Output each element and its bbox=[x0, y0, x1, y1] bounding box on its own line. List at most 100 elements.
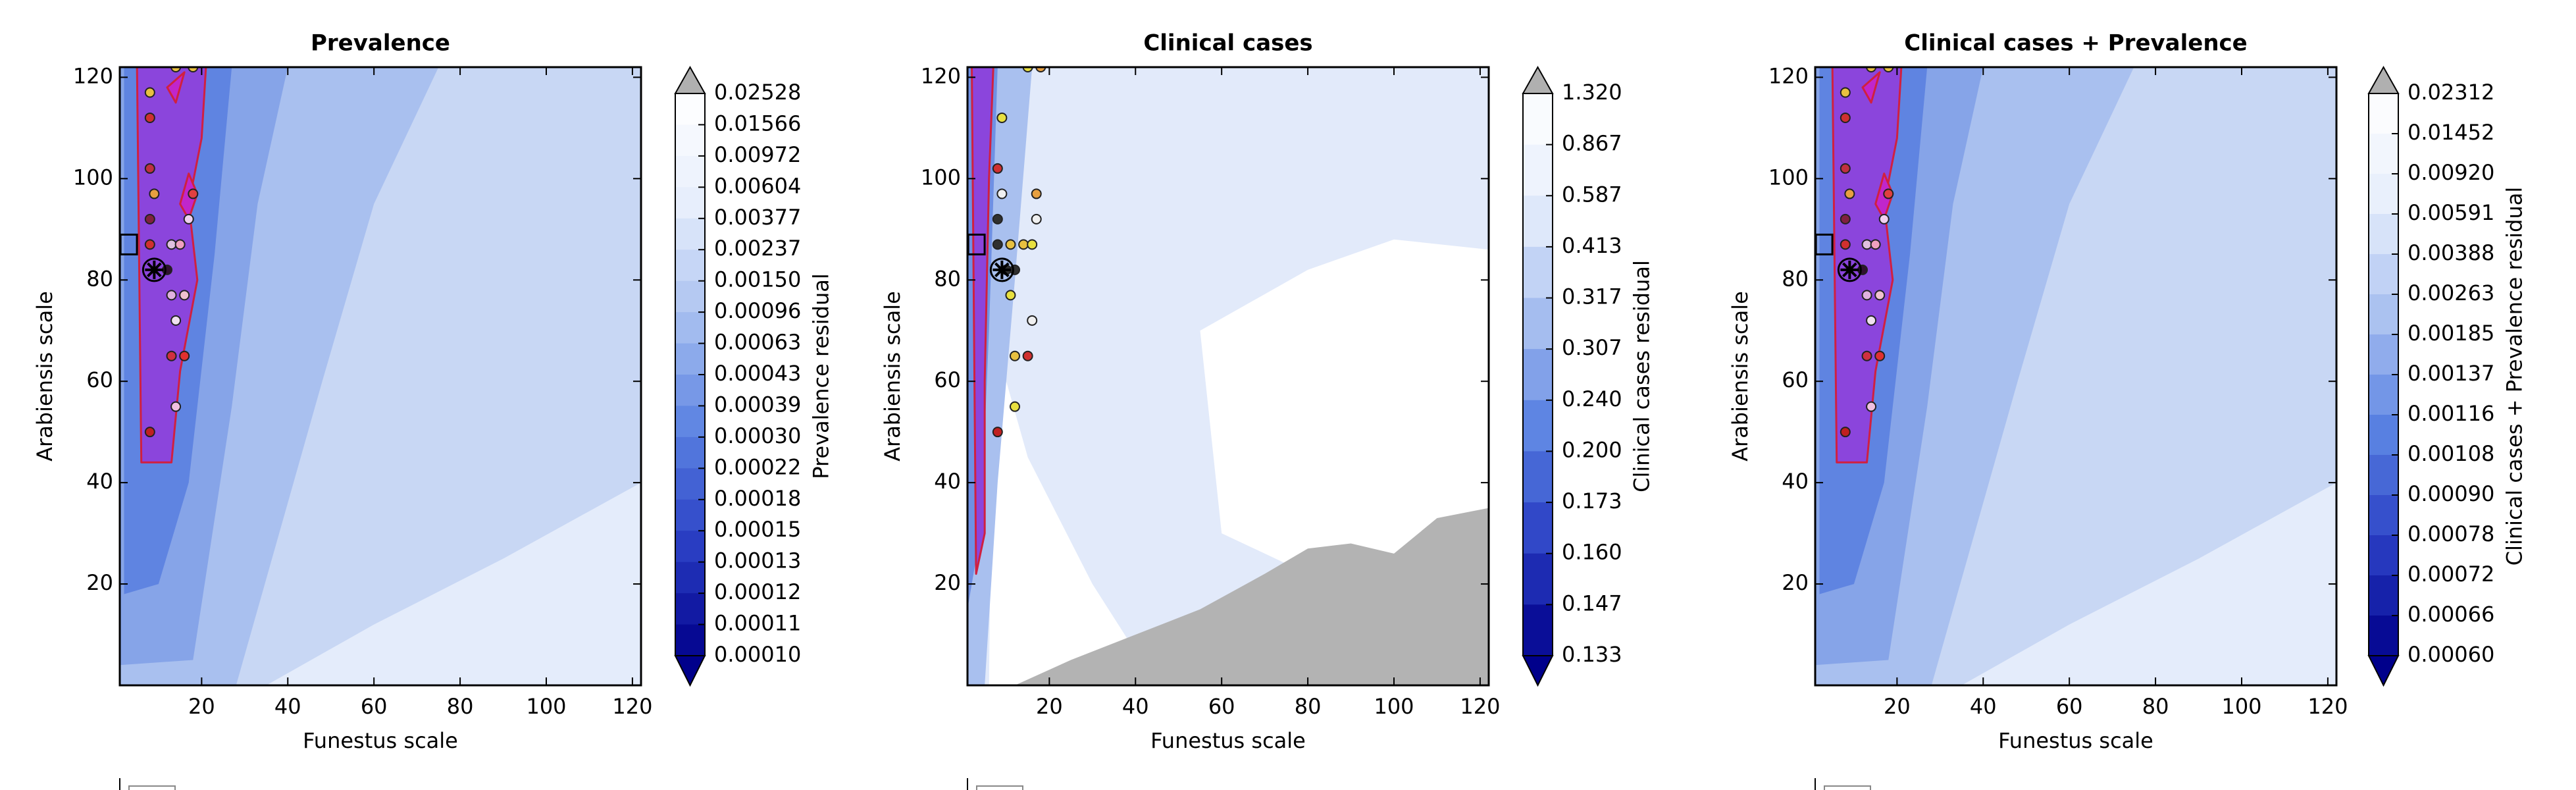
contour-layer bbox=[120, 67, 641, 685]
best-fit-spoke bbox=[147, 262, 162, 278]
sample-point bbox=[144, 213, 155, 224]
colorbar-band bbox=[1523, 502, 1553, 554]
sample-point bbox=[1010, 350, 1020, 361]
colorbar-label: Clinical cases + Prevalence residual bbox=[2502, 187, 2527, 566]
colorbar-band bbox=[1523, 93, 1553, 145]
x-tick-label: 40 bbox=[1970, 694, 1997, 719]
x-tick-label: 40 bbox=[274, 694, 301, 719]
y-tick-label: 20 bbox=[1782, 570, 1809, 595]
sample-point bbox=[1031, 188, 1042, 199]
sample-point bbox=[1840, 427, 1851, 438]
x-axis-label: Funestus scale bbox=[1998, 728, 2153, 753]
y-tick-label: 60 bbox=[1782, 367, 1809, 392]
best-fit-marker bbox=[989, 257, 1014, 282]
sample-point bbox=[1027, 315, 1038, 326]
sample-point bbox=[1018, 239, 1029, 250]
plot-frame bbox=[118, 66, 642, 687]
sample-point bbox=[144, 239, 155, 250]
colorbar-band bbox=[1523, 400, 1553, 452]
sample-point bbox=[1870, 239, 1881, 250]
colorbar-band bbox=[675, 250, 705, 282]
y-axis-label: Arabiensis scale bbox=[32, 291, 57, 461]
colorbar-band bbox=[2369, 254, 2398, 295]
x-tick-label: 80 bbox=[1295, 694, 1322, 719]
colorbar-tick-label: 0.00012 bbox=[714, 579, 801, 604]
colorbar-band bbox=[1523, 196, 1553, 248]
y-tick-label: 20 bbox=[86, 570, 113, 595]
contour-region bbox=[971, 67, 994, 575]
colorbar-band bbox=[1523, 604, 1553, 656]
x-tick-label: 100 bbox=[526, 694, 566, 719]
colorbar-tick-label: 0.00072 bbox=[2408, 562, 2494, 587]
colorbar-over bbox=[1522, 65, 1554, 94]
colorbar-tick-label: 0.317 bbox=[1562, 284, 1622, 309]
sample-point bbox=[1035, 67, 1046, 72]
sample-point bbox=[1883, 67, 1894, 72]
x-tick-label: 40 bbox=[1122, 694, 1149, 719]
sample-point bbox=[996, 112, 1008, 123]
colorbar-tick-label: 0.00108 bbox=[2408, 441, 2494, 466]
best-fit-marker bbox=[1837, 257, 1862, 282]
colorbar-band bbox=[675, 562, 705, 594]
colorbar-tick-label: 0.01566 bbox=[714, 111, 801, 136]
colorbar-band bbox=[675, 624, 705, 656]
colorbar-tick-label: 0.00591 bbox=[2408, 200, 2494, 225]
sample-point bbox=[992, 427, 1003, 438]
colorbar-tick-label: 0.02528 bbox=[714, 80, 801, 105]
colorbar-under bbox=[674, 655, 706, 687]
colorbar-band bbox=[2369, 134, 2398, 174]
legend-swatch bbox=[976, 785, 1023, 790]
colorbar-band bbox=[1523, 246, 1553, 299]
x-axis-label: Funestus scale bbox=[1150, 728, 1306, 753]
sample-point bbox=[166, 290, 177, 301]
colorbar-band bbox=[2369, 495, 2398, 536]
sample-point bbox=[144, 427, 155, 438]
contour-region bbox=[266, 483, 641, 685]
sample-point bbox=[188, 188, 199, 199]
x-tick-label: 20 bbox=[1036, 694, 1063, 719]
colorbar-tick-label: 0.147 bbox=[1562, 591, 1622, 616]
sample-point bbox=[1840, 112, 1851, 123]
colorbar-tick-label: 0.00018 bbox=[714, 486, 801, 511]
sample-point bbox=[1840, 87, 1851, 98]
colorbar-tick-label: 0.00043 bbox=[714, 361, 801, 386]
contour-region bbox=[1015, 508, 1489, 685]
sample-point bbox=[1010, 401, 1020, 412]
sample-point bbox=[1027, 239, 1038, 250]
y-tick-label: 40 bbox=[934, 469, 961, 494]
sample-point bbox=[170, 315, 182, 326]
x-tick-label: 100 bbox=[1374, 694, 1414, 719]
legend-swatch bbox=[128, 785, 176, 790]
y-tick-label: 120 bbox=[921, 63, 961, 88]
colorbar-band bbox=[675, 187, 705, 219]
contour-layer bbox=[1815, 67, 2336, 685]
best-fit-ring bbox=[1837, 257, 1862, 282]
sample-point bbox=[166, 239, 177, 250]
chart-title: Clinical cases bbox=[1143, 30, 1312, 57]
contour-layer bbox=[967, 67, 1489, 685]
colorbar-under bbox=[2367, 655, 2400, 687]
colorbar-tick-label: 0.587 bbox=[1562, 182, 1622, 207]
colorbar-band bbox=[2369, 535, 2398, 576]
best-fit-marker bbox=[142, 257, 167, 282]
colorbar-tick-label: 0.00066 bbox=[2408, 602, 2494, 627]
y-tick-label: 40 bbox=[1782, 469, 1809, 494]
x-tick-label: 120 bbox=[2307, 694, 2348, 719]
colorbar-band bbox=[2369, 214, 2398, 255]
sample-point bbox=[1874, 350, 1886, 361]
best-fit-spoke bbox=[1842, 262, 1857, 278]
sample-point bbox=[1840, 239, 1851, 250]
sample-point bbox=[992, 163, 1003, 174]
best-fit-ring bbox=[142, 257, 167, 282]
colorbar-band bbox=[675, 531, 705, 563]
y-tick-label: 60 bbox=[86, 367, 113, 392]
colorbar-tick-label: 0.00039 bbox=[714, 392, 801, 417]
colorbar-band bbox=[2369, 334, 2398, 375]
colorbar-tick-label: 0.00150 bbox=[714, 267, 801, 292]
sample-point bbox=[179, 350, 190, 361]
colorbar-band bbox=[2369, 616, 2398, 656]
colorbar-tick-label: 0.00060 bbox=[2408, 642, 2494, 667]
sample-point bbox=[992, 239, 1003, 250]
